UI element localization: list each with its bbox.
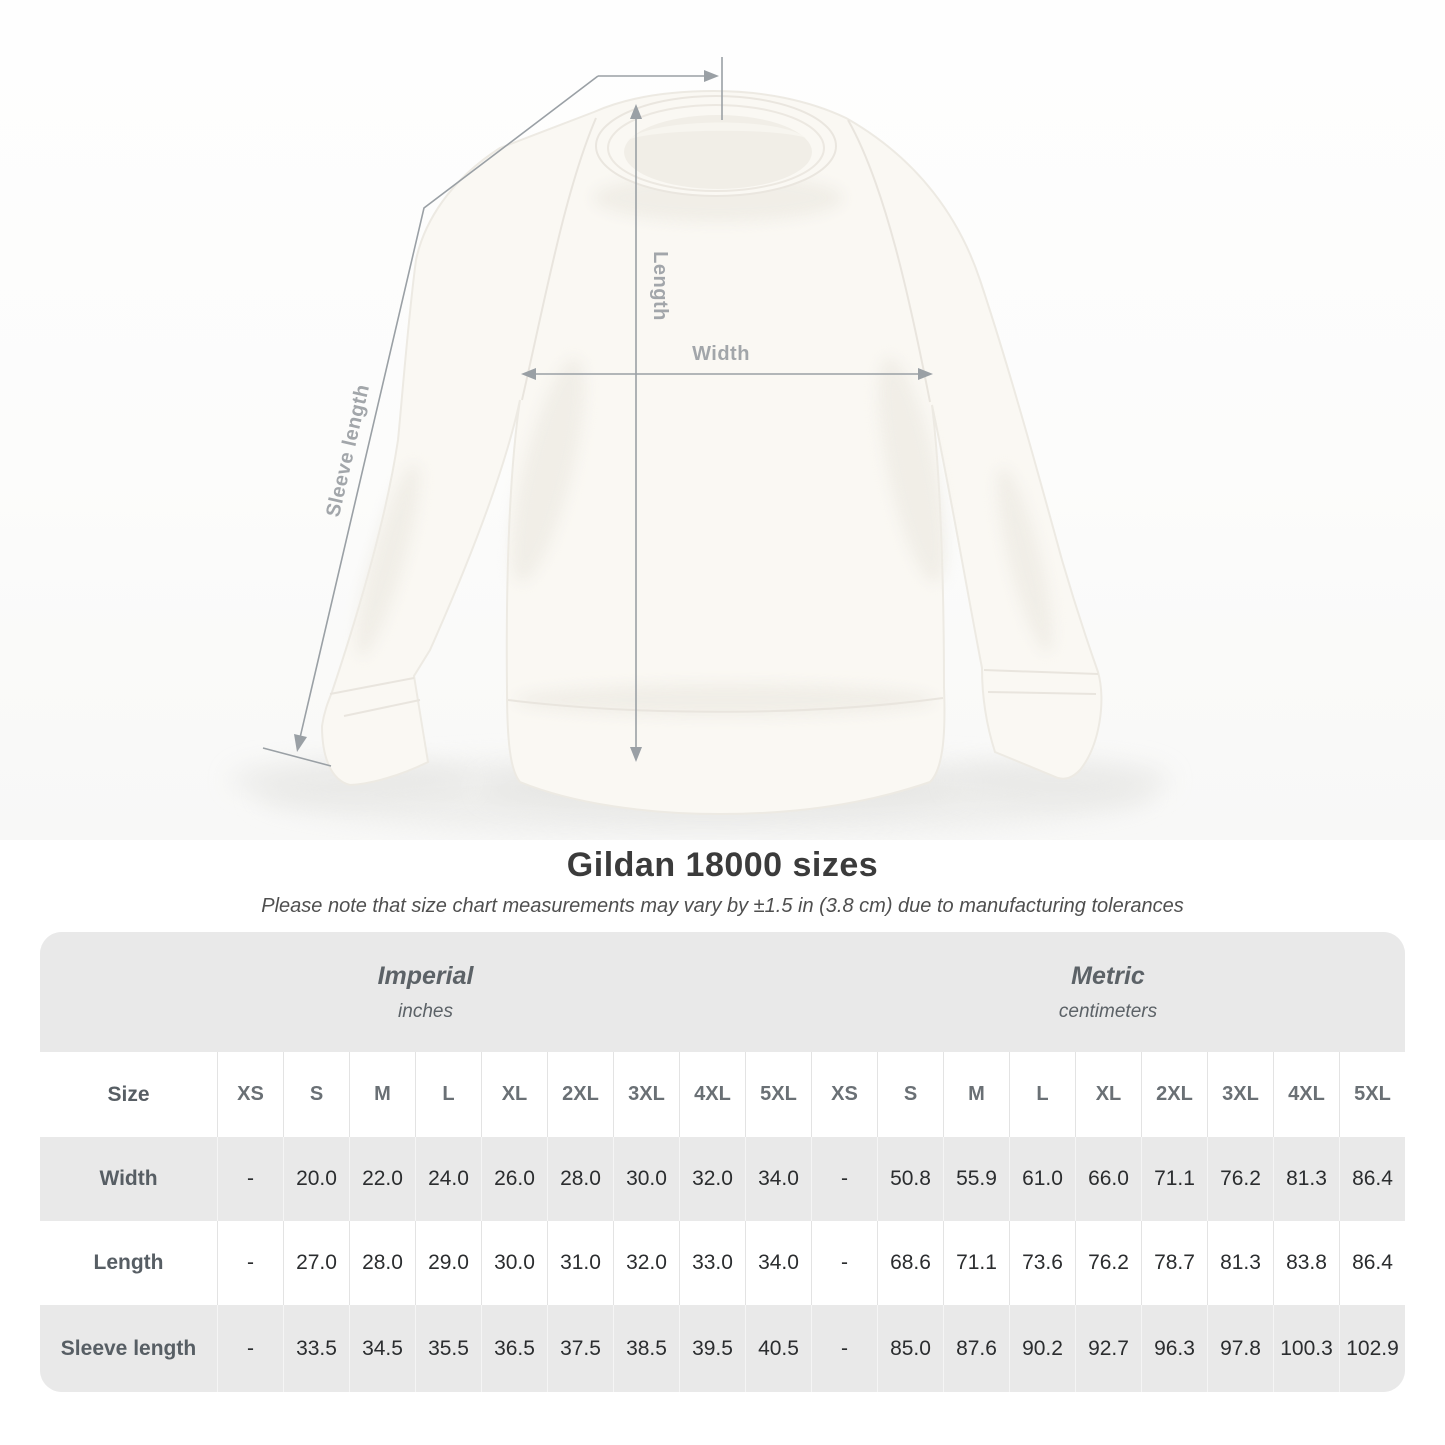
size-header-cell: XL: [1075, 1052, 1141, 1137]
size-header-cell: XS: [217, 1052, 283, 1137]
value-cell: 100.3: [1273, 1305, 1339, 1392]
size-header-cell: 2XL: [1141, 1052, 1207, 1137]
title-section: Gildan 18000 sizes Please note that size…: [0, 846, 1445, 918]
length-label: Length: [649, 251, 671, 321]
garment-illustration: Length Width Sleeve length: [230, 57, 1170, 835]
value-cell: 34.5: [349, 1305, 415, 1392]
size-table: Imperial inches Metric centimeters Size …: [40, 932, 1405, 1392]
value-cell: -: [217, 1305, 283, 1392]
value-cell: 26.0: [481, 1137, 547, 1221]
size-header-cell: 4XL: [679, 1052, 745, 1137]
value-cell: 36.5: [481, 1305, 547, 1392]
value-cell: 40.5: [745, 1305, 811, 1392]
unit-header-imperial: Imperial inches: [40, 932, 811, 1052]
row-label-width: Width: [40, 1137, 217, 1221]
value-cell: 28.0: [349, 1221, 415, 1305]
value-cell: 81.3: [1273, 1137, 1339, 1221]
size-header-cell: 3XL: [1207, 1052, 1273, 1137]
size-header-cell: 5XL: [1339, 1052, 1405, 1137]
unit-name-metric: Metric: [1071, 961, 1145, 990]
value-cell: -: [811, 1221, 877, 1305]
value-cell: 20.0: [283, 1137, 349, 1221]
value-cell: 76.2: [1207, 1137, 1273, 1221]
sleeve-dimension-line: [262, 57, 723, 767]
value-cell: -: [811, 1305, 877, 1392]
size-header-cell: 4XL: [1273, 1052, 1339, 1137]
value-cell: 37.5: [547, 1305, 613, 1392]
value-cell: 33.0: [679, 1221, 745, 1305]
value-cell: 50.8: [877, 1137, 943, 1221]
value-cell: 96.3: [1141, 1305, 1207, 1392]
value-cell: -: [811, 1137, 877, 1221]
value-cell: 39.5: [679, 1305, 745, 1392]
value-cell: 81.3: [1207, 1221, 1273, 1305]
value-cell: 86.4: [1339, 1221, 1405, 1305]
value-cell: 30.0: [613, 1137, 679, 1221]
size-header-cell: S: [877, 1052, 943, 1137]
length-dimension-line: [630, 104, 642, 762]
value-cell: 90.2: [1009, 1305, 1075, 1392]
measurement-annotations: Length Width Sleeve length: [262, 57, 933, 767]
product-photo-section: Length Width Sleeve length: [0, 0, 1445, 840]
unit-name-imperial: Imperial: [377, 961, 474, 990]
value-cell: 34.0: [745, 1137, 811, 1221]
collar: [595, 95, 837, 197]
value-cell: 85.0: [877, 1305, 943, 1392]
value-cell: -: [217, 1221, 283, 1305]
size-header-cell: 5XL: [745, 1052, 811, 1137]
value-cell: 83.8: [1273, 1221, 1339, 1305]
size-header-cell: 2XL: [547, 1052, 613, 1137]
size-header-cell: XL: [481, 1052, 547, 1137]
width-label: Width: [692, 343, 750, 365]
value-cell: 102.9: [1339, 1305, 1405, 1392]
value-cell: 87.6: [943, 1305, 1009, 1392]
value-cell: 76.2: [1075, 1221, 1141, 1305]
value-cell: 61.0: [1009, 1137, 1075, 1221]
width-dimension-line: [521, 368, 933, 380]
value-cell: 30.0: [481, 1221, 547, 1305]
value-cell: 34.0: [745, 1221, 811, 1305]
row-label-sleeve-length: Sleeve length: [40, 1305, 217, 1392]
value-cell: 86.4: [1339, 1137, 1405, 1221]
value-cell: 92.7: [1075, 1305, 1141, 1392]
size-column-header: Size: [40, 1052, 217, 1137]
size-header-cell: XS: [811, 1052, 877, 1137]
sleeve-length-label: Sleeve length: [322, 382, 374, 519]
row-label-length: Length: [40, 1221, 217, 1305]
value-cell: 32.0: [613, 1221, 679, 1305]
value-cell: 35.5: [415, 1305, 481, 1392]
value-cell: 66.0: [1075, 1137, 1141, 1221]
value-cell: 32.0: [679, 1137, 745, 1221]
value-cell: 73.6: [1009, 1221, 1075, 1305]
value-cell: 31.0: [547, 1221, 613, 1305]
size-header-cell: S: [283, 1052, 349, 1137]
size-header-cell: L: [415, 1052, 481, 1137]
unit-sub-metric: centimeters: [1058, 1000, 1158, 1022]
value-cell: 27.0: [283, 1221, 349, 1305]
value-cell: 22.0: [349, 1137, 415, 1221]
size-header-cell: 3XL: [613, 1052, 679, 1137]
value-cell: 55.9: [943, 1137, 1009, 1221]
value-cell: 33.5: [283, 1305, 349, 1392]
size-header-cell: M: [349, 1052, 415, 1137]
size-header-cell: M: [943, 1052, 1009, 1137]
value-cell: 71.1: [943, 1221, 1009, 1305]
value-cell: 29.0: [415, 1221, 481, 1305]
sweatshirt: [320, 89, 1103, 816]
value-cell: 71.1: [1141, 1137, 1207, 1221]
value-cell: 68.6: [877, 1221, 943, 1305]
value-cell: 38.5: [613, 1305, 679, 1392]
unit-sub-imperial: inches: [398, 1000, 453, 1022]
value-cell: 24.0: [415, 1137, 481, 1221]
unit-header-metric: Metric centimeters: [811, 932, 1405, 1052]
value-cell: 78.7: [1141, 1221, 1207, 1305]
size-header-cell: L: [1009, 1052, 1075, 1137]
page-title: Gildan 18000 sizes: [566, 846, 879, 884]
value-cell: -: [217, 1137, 283, 1221]
value-cell: 28.0: [547, 1137, 613, 1221]
page-subtitle: Please note that size chart measurements…: [261, 895, 1184, 917]
value-cell: 97.8: [1207, 1305, 1273, 1392]
